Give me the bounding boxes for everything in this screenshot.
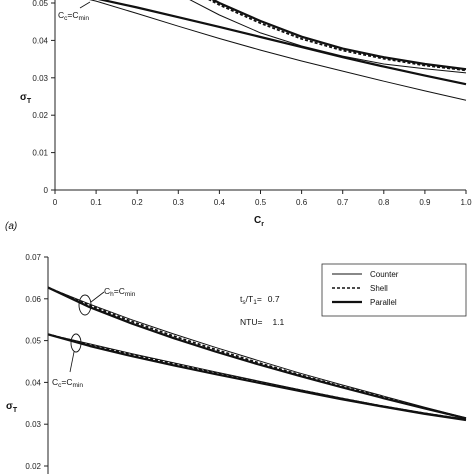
top-x-tick-label: 0.1 <box>91 198 103 207</box>
top-series-line-3 <box>189 0 467 74</box>
bottom-y-tick-label: 0.02 <box>25 462 41 471</box>
bottom-y-tick-label: 0.06 <box>25 295 41 304</box>
bottom-y-tick-label: 0.04 <box>25 378 41 387</box>
top-x-tick-label: 0.8 <box>378 198 390 207</box>
svg-text:Cc=Cmin: Cc=Cmin <box>58 10 89 22</box>
top-y-tick-label: 0 <box>44 186 49 195</box>
bottom-series-line-3 <box>48 286 467 420</box>
bottom-y-ticks: 0.02 0.03 0.04 0.05 0.06 0.07 <box>25 253 48 471</box>
top-panel: 0 0.1 0.2 0.3 0.4 0.5 0.6 0.7 0.8 0.9 1.0 0 0.01 0.0… <box>5 0 472 232</box>
top-y-axis-label: σT <box>20 92 32 105</box>
top-x-ticks: 0 0.1 0.2 0.3 0.4 0.5 0.6 0.7 0.8 0.9 1.0 <box>53 190 472 207</box>
top-y-ticks: 0 0.01 0.02 0.03 0.04 0.05 <box>32 0 55 195</box>
top-y-tick-label: 0.04 <box>32 36 48 45</box>
top-y-tick-label: 0.02 <box>32 111 48 120</box>
top-x-tick-label: 0.2 <box>132 198 144 207</box>
legend-label-shell: Shell <box>370 284 388 293</box>
legend-label-counter: Counter <box>370 270 399 279</box>
bottom-y-tick-label: 0.07 <box>25 253 41 262</box>
svg-text:Cc=Cmin: Cc=Cmin <box>52 377 83 389</box>
top-x-tick-label: 1.0 <box>460 198 472 207</box>
top-series-line-2 <box>97 0 467 86</box>
top-x-tick-label: 0.9 <box>419 198 431 207</box>
top-x-tick-label: 0.5 <box>255 198 267 207</box>
bottom-plot-area <box>48 286 467 422</box>
top-series-line-5 <box>211 0 467 71</box>
bottom-y-tick-label: 0.05 <box>25 337 41 346</box>
param-ntu: NTU= 1.1 <box>240 317 285 327</box>
param-ratio: ts/T1= 0.7 <box>240 294 280 306</box>
top-y-tick-label: 0.01 <box>32 149 48 158</box>
top-annotation: Cc=Cmin <box>58 1 91 22</box>
bottom-series-line-5 <box>48 333 467 421</box>
top-y-tick-label: 0.05 <box>32 0 48 8</box>
bottom-panel: 0.02 0.03 0.04 0.05 0.06 0.07 σT ts/T1= 0.7 NT… <box>6 253 467 474</box>
legend-label-parallel: Parallel <box>370 298 397 307</box>
bottom-y-tick-label: 0.03 <box>25 420 41 429</box>
top-x-tick-label: 0 <box>53 198 58 207</box>
legend: Counter Shell Parallel <box>321 263 467 317</box>
bottom-series-line-1 <box>48 287 467 419</box>
top-x-axis-label: Cr <box>254 215 264 228</box>
top-x-tick-label: 0.6 <box>296 198 308 207</box>
top-x-tick-label: 0.4 <box>214 198 226 207</box>
bottom-annotation-hot: Ch=Cmin <box>78 286 136 316</box>
svg-text:Ch=Cmin: Ch=Cmin <box>104 286 136 298</box>
panel-label: (a) <box>5 221 17 232</box>
bottom-y-axis-label: σT <box>6 401 18 414</box>
bottom-series-line-6 <box>48 333 467 422</box>
top-series-line-4 <box>208 0 467 72</box>
bottom-annotation-cold: Cc=Cmin <box>52 333 83 389</box>
top-x-tick-label: 0.7 <box>337 198 349 207</box>
top-x-tick-label: 0.3 <box>173 198 185 207</box>
top-series-line-1 <box>89 0 467 101</box>
top-plot-area <box>89 0 467 101</box>
legend-box <box>321 263 467 317</box>
bottom-series-line-4 <box>48 333 467 420</box>
top-y-tick-label: 0.03 <box>32 74 48 83</box>
